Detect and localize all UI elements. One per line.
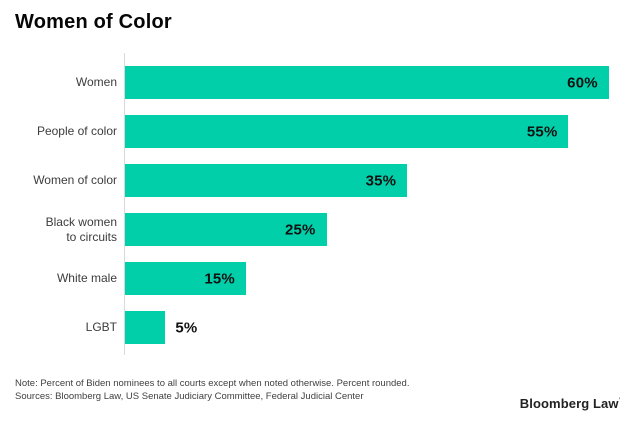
value-label: 15%: [204, 270, 235, 287]
bar-track: 15%: [125, 262, 633, 295]
category-label: People of color: [36, 124, 117, 138]
bar-track: 5%: [125, 311, 633, 344]
bar-row: White male 15%: [0, 262, 633, 295]
bar-chart: Women 60% People of color 55% Women of color…: [0, 53, 633, 355]
note-text: Note: Percent of Biden nominees to all c…: [15, 378, 410, 389]
value-label: 5%: [175, 319, 198, 336]
chart-footer: Note: Percent of Biden nominees to all c…: [15, 377, 409, 403]
bar-row: Women of color 35%: [0, 164, 633, 197]
bar-track: 55%: [125, 115, 633, 148]
value-label: 35%: [365, 172, 397, 189]
value-label: 25%: [284, 221, 316, 238]
bar: 60%: [125, 66, 609, 99]
bar-row: LGBT 5%: [0, 311, 633, 344]
bar: 35%: [125, 164, 408, 197]
bar: 15%: [125, 262, 246, 295]
y-axis-line: [124, 53, 125, 355]
category-label: Women: [75, 75, 117, 89]
bar-row: Women 60%: [0, 66, 633, 99]
value-label: 60%: [567, 74, 598, 91]
category-label: Women of color: [33, 173, 117, 187]
logo-trademark-mark: ′: [618, 397, 620, 405]
bar: 25%: [125, 213, 327, 246]
bar-track: 60%: [125, 66, 633, 99]
bar: 55%: [125, 115, 569, 148]
category-label: Black women to circuits: [45, 214, 117, 244]
logo-text: Bloomberg Law: [519, 396, 619, 411]
value-label: 55%: [526, 123, 558, 140]
bar-row: Black women to circuits 25%: [0, 213, 633, 246]
category-label: LGBT: [85, 320, 117, 334]
bar: 5%: [125, 311, 197, 344]
bar-track: 35%: [125, 164, 633, 197]
bar-track: 25%: [125, 213, 633, 246]
sources-text: Sources: Bloomberg Law, US Senate Judici…: [15, 391, 364, 402]
category-label: White male: [56, 271, 117, 285]
bloomberg-law-logo: Bloomberg Law′: [520, 396, 620, 411]
chart-title: Women of Color: [15, 11, 172, 33]
bar-row: People of color 55%: [0, 115, 633, 148]
